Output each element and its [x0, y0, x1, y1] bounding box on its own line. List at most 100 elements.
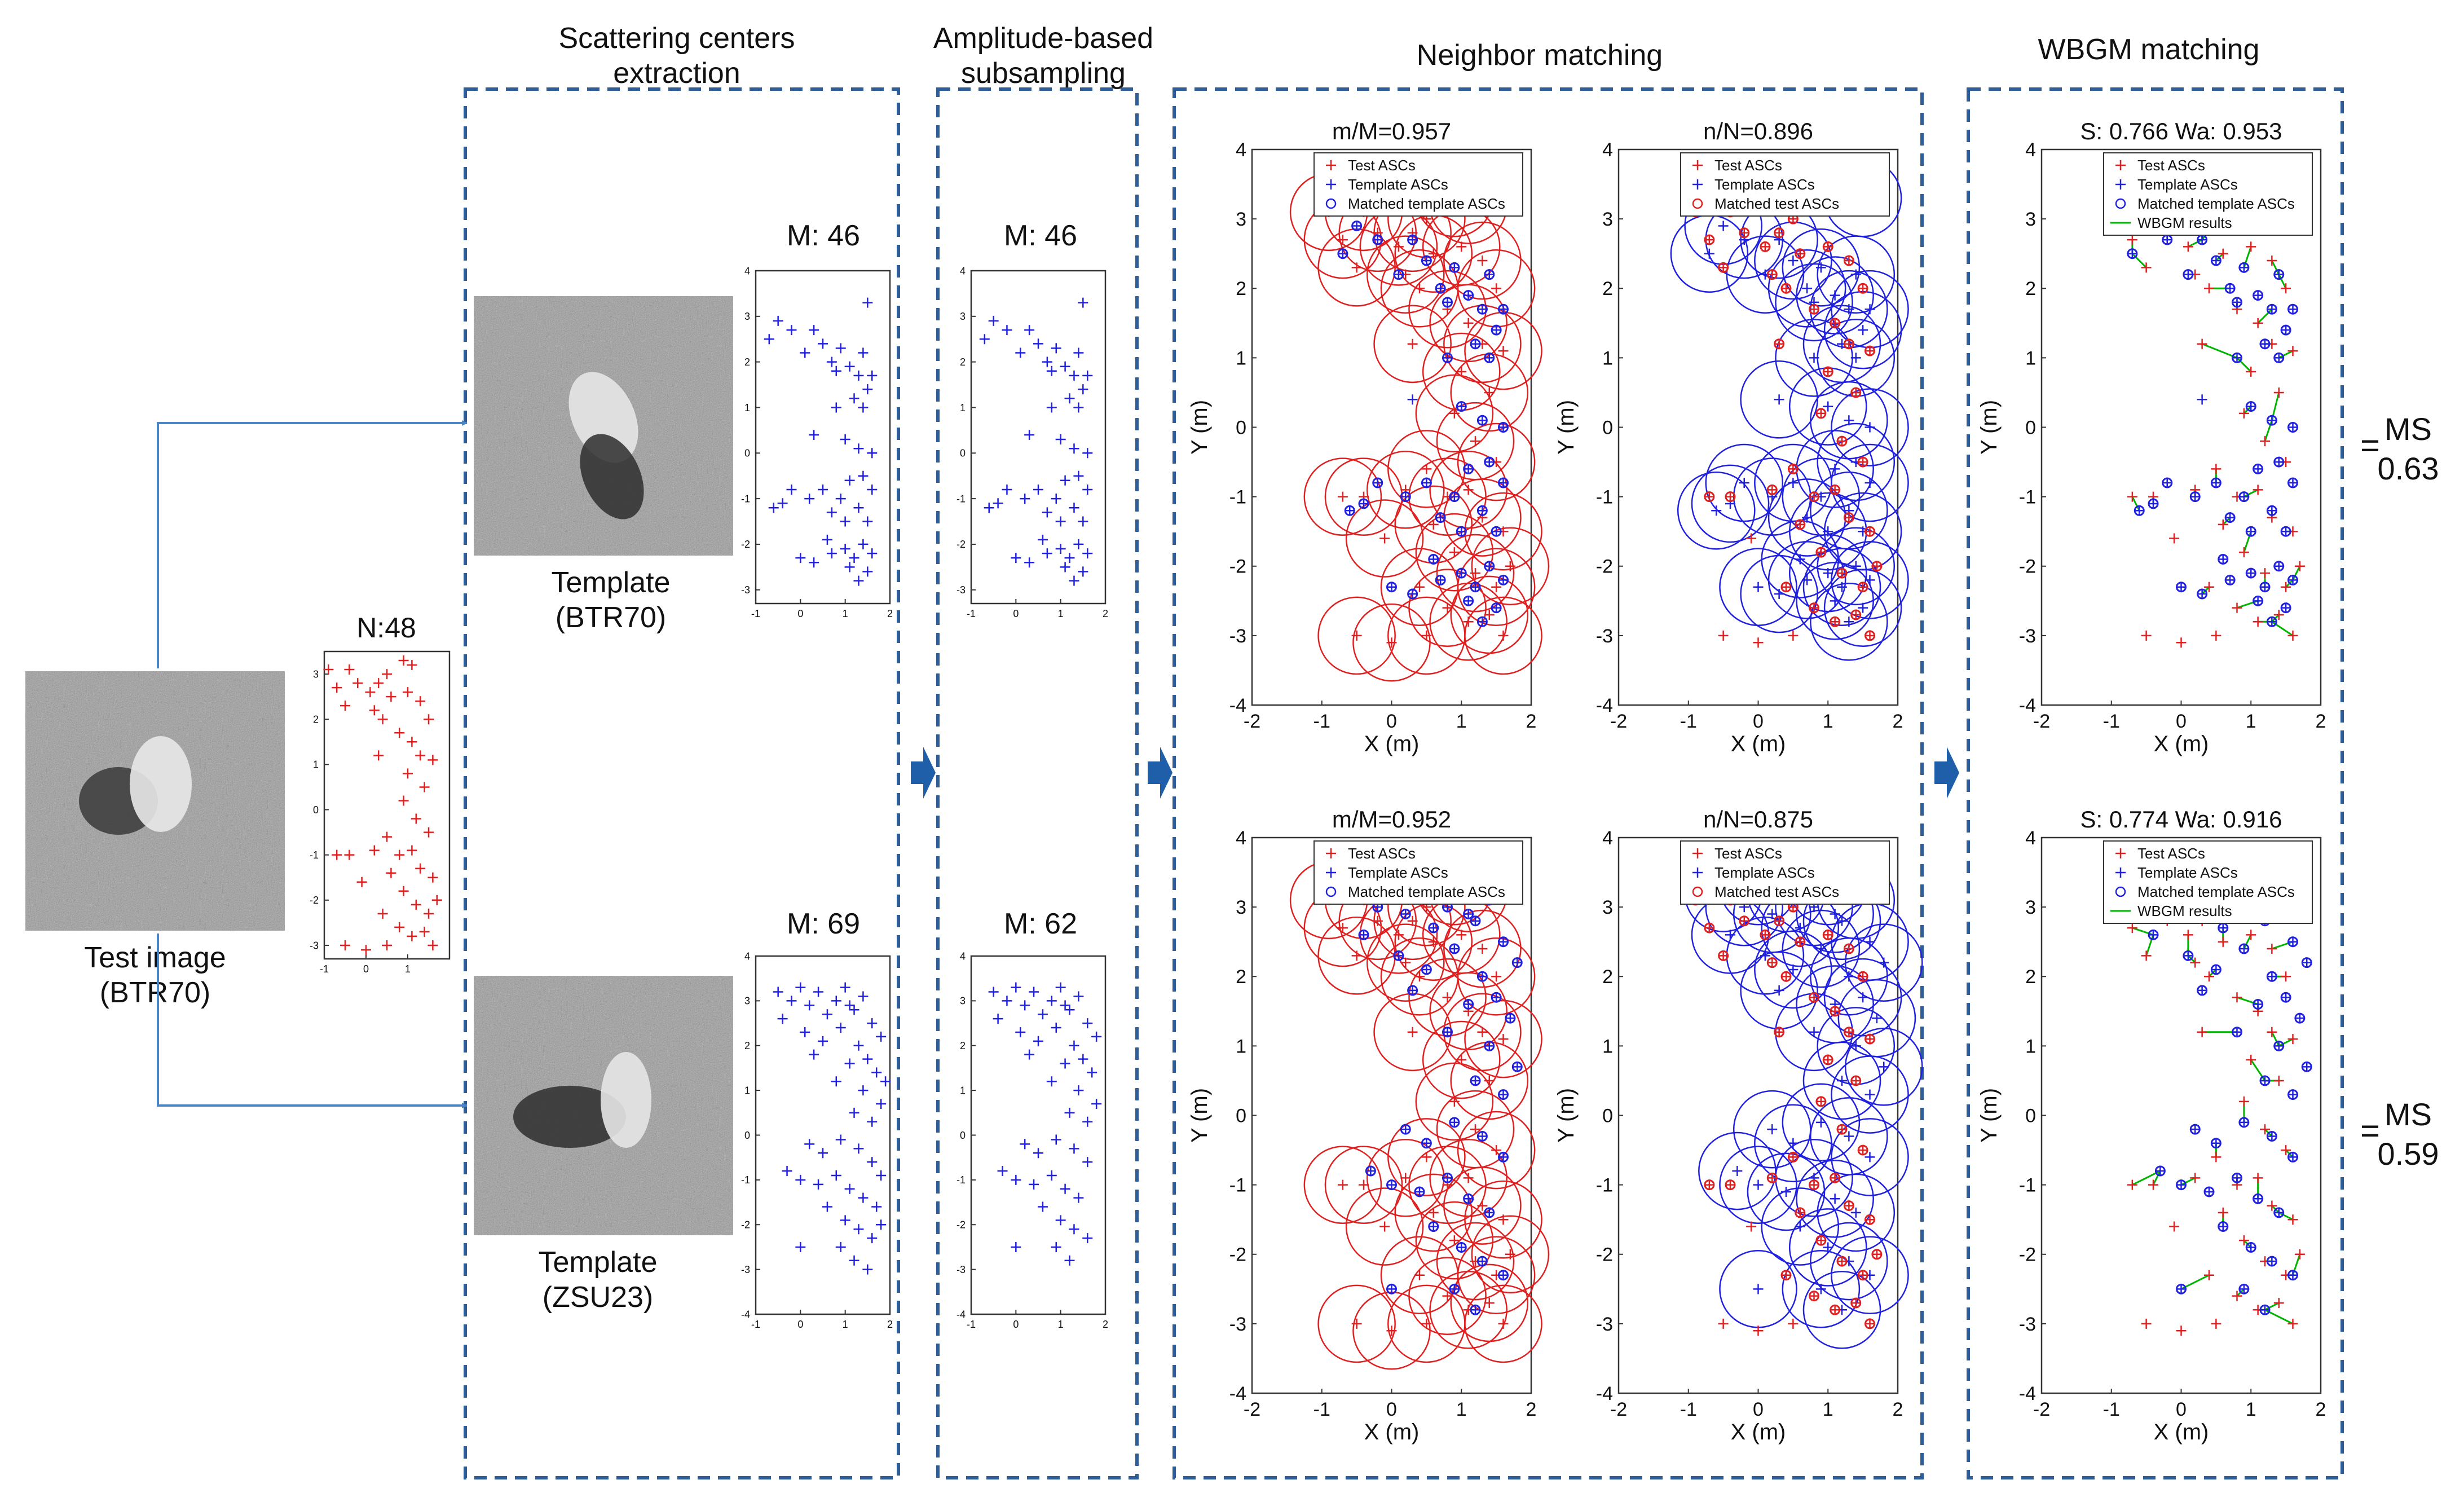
template-zsu23-point [876, 1098, 887, 1109]
neighbor-right-1-test-point [1844, 1027, 1854, 1037]
wbgm-0-match-line [2131, 253, 2147, 268]
small-test-point [377, 714, 388, 725]
wbgm-0-template-point [2197, 589, 2207, 599]
neighbor-left-0-template-point [1470, 338, 1480, 349]
neighbor-left-0-matched [1428, 553, 1439, 565]
subsampled-btr70-point [1037, 534, 1048, 545]
wbgm-0-template-point [2287, 478, 2298, 488]
neighbor-right-1-test-point [1815, 1096, 1826, 1107]
neighbor-right-0-test-point [1864, 526, 1875, 537]
neighbor-right-1-test-point [1858, 971, 1868, 982]
neighbor-right-1-matched [1780, 1270, 1792, 1281]
neighbor-left-1-matched [1428, 1221, 1439, 1232]
neighbor-left-1-test-point [1442, 992, 1453, 1003]
neighbor-left-0-matched [1449, 262, 1460, 273]
neighbor-left-1-matched [1511, 1061, 1523, 1072]
neighbor-left-0-matched [1372, 234, 1383, 245]
neighbor-right-1-template-point [1753, 1179, 1764, 1190]
neighbor-right-0-matched [1815, 547, 1827, 558]
small-test-point [323, 664, 334, 675]
template-zsu23-point [818, 1036, 828, 1046]
neighbor-left-1-legend [1313, 840, 1523, 905]
small-test-ytick: -2 [310, 895, 319, 906]
neighbor-right-1-matched [1850, 1075, 1862, 1086]
neighbor-left-1-circle [1429, 972, 1508, 1051]
neighbor-right-1-matched [1760, 929, 1771, 940]
template-btr70-point [844, 562, 855, 573]
wbgm-1-template-point [2148, 930, 2158, 940]
neighbor-right-0-ytick: 2 [1602, 278, 1613, 300]
neighbor-left-0-matched [1435, 512, 1446, 523]
small-test-xtick: -1 [320, 963, 329, 975]
wbgm-1-template-point [2253, 999, 2263, 1010]
neighbor-left-1-test-point [1505, 1249, 1515, 1260]
neighbor-left-1-test-point [1386, 1326, 1397, 1336]
neighbor-left-1-ytick: 1 [1236, 1036, 1246, 1057]
wbgm-1-template-point [2281, 992, 2291, 1003]
neighbor-right-1-matched [1725, 1179, 1736, 1191]
wbgm-0-template-point [2267, 415, 2277, 426]
wbgm-1-test-point [2127, 1179, 2137, 1190]
neighbor-right-0-test-point [1767, 269, 1778, 280]
neighbor-right-0-template-point [1830, 290, 1840, 301]
neighbor-right-1-legend-marker [1692, 868, 1703, 878]
subsampled-btr70-point [1069, 370, 1079, 381]
neighbor-left-1-test-point [1498, 1214, 1509, 1225]
wbgm-1-matched [2210, 1138, 2221, 1149]
neighbor-right-0-matched [1704, 491, 1715, 503]
subsampled-zsu23-point [1069, 1143, 1079, 1154]
wbgm-0-template-point [2162, 235, 2172, 245]
neighbor-left-0-matched [1484, 352, 1495, 363]
neighbor-left-1-xtick: 2 [1526, 1399, 1537, 1420]
wbgm-1-template-point [2176, 1179, 2187, 1190]
template-btr70-point [849, 553, 859, 563]
neighbor-right-0-test-point [1760, 241, 1770, 252]
neighbor-right-0-circle [1691, 464, 1770, 543]
small-test-point [369, 705, 380, 716]
neighbor-left-0-template-point [1491, 526, 1502, 537]
neighbor-left-0-matched [1476, 616, 1488, 627]
small-test-point [427, 940, 438, 950]
neighbor-left-1-circle [1415, 1201, 1494, 1280]
subsampled-zsu23-point [1064, 1005, 1075, 1015]
template-zsu23-point [835, 1241, 846, 1252]
neighbor-right-0-template-point [1844, 415, 1854, 426]
neighbor-right-1-template-point [1760, 950, 1770, 961]
neighbor-left-0-template-point [1491, 602, 1502, 613]
neighbor-right-1-matched [1787, 1151, 1799, 1162]
neighbor-left-1-template-point [1484, 1041, 1495, 1051]
neighbor-left-0-test-point [1449, 408, 1460, 419]
template-btr70-point [862, 297, 873, 308]
wbgm-1-test-point [2232, 992, 2242, 1003]
neighbor-right-1-matched [1843, 943, 1854, 954]
neighbor-right-0-circle [1823, 569, 1902, 647]
neighbor-right-0-circle [1740, 360, 1818, 439]
wbgm-0-frame [2040, 148, 2322, 706]
neighbor-right-1-test-point [1844, 1200, 1854, 1211]
subsampled-zsu23-ytick: -1 [956, 1174, 966, 1186]
wbgm-1-matched [2183, 950, 2194, 961]
wbgm-0-matched [2280, 526, 2291, 537]
wbgm-0-test-point [2294, 561, 2305, 571]
neighbor-left-1-template-point [1400, 909, 1411, 919]
neighbor-right-0-ytick: 4 [1602, 139, 1613, 161]
ms-label-1: MS [2384, 411, 2432, 447]
template-btr70-ytick: 3 [744, 311, 750, 322]
wbgm-1-matched [2148, 929, 2159, 940]
subsampled-zsu23-point [1060, 1000, 1070, 1011]
neighbor-left-1-circle [1394, 1173, 1473, 1252]
small-test-ytick: 3 [313, 668, 319, 680]
neighbor-left-0-test-point [1428, 248, 1439, 259]
wbgm-0-test-point [2183, 241, 2193, 252]
neighbor-left-0-template-point [1477, 415, 1488, 426]
wbgm-1-matched [2259, 1075, 2271, 1086]
neighbor-left-0-test-point [1351, 262, 1362, 273]
neighbor-left-0-legend-marker [1326, 179, 1336, 190]
neighbor-right-0-test-point [1795, 248, 1805, 259]
neighbor-left-1-circle [1450, 1263, 1529, 1342]
neighbor-left-0-template-point [1498, 478, 1509, 488]
neighbor-left-0-matched [1470, 582, 1481, 593]
neighbor-left-1-circle [1387, 1284, 1466, 1363]
small-test-point [407, 737, 417, 747]
wbgm-0-matched [2238, 491, 2250, 503]
